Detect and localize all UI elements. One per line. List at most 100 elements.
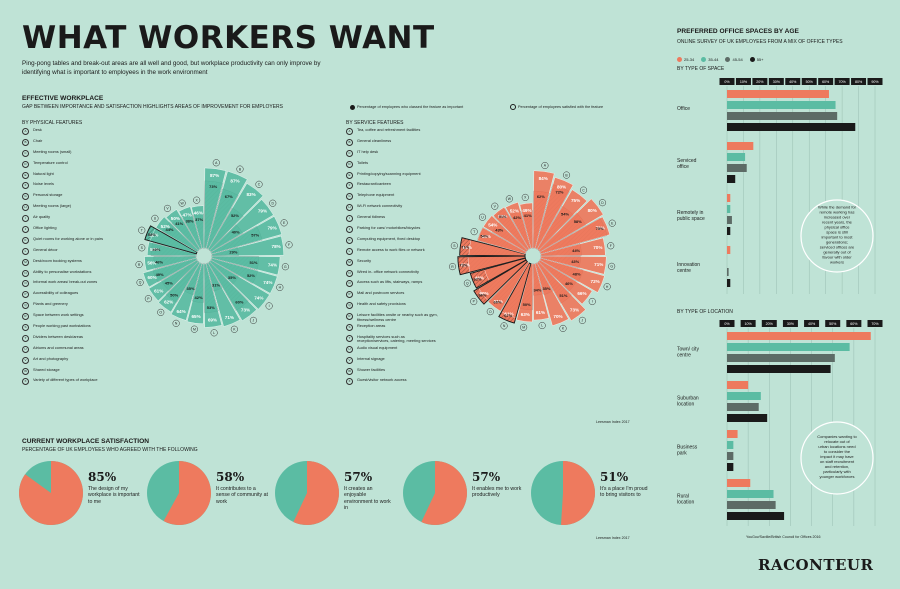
letter-circle: J [22,226,29,234]
importance-label: 50% [171,216,180,221]
bar [727,216,732,224]
satisfaction-pie [147,461,211,525]
satisfaction-item: 57% It creates an enjoyable environment t… [274,458,399,528]
tick-label: 0% [724,322,730,326]
category-circle [607,242,615,250]
importance-label: 79% [267,225,276,230]
letter-circle: S [346,324,353,332]
bar [727,112,838,120]
importance-wedge [205,170,248,250]
category-circle [190,325,198,333]
bar-category-label: Remotely in public space [677,210,705,222]
physical-feature-item: H Meeting rooms (large) [22,203,107,215]
category-circle [138,226,146,234]
category-letter: P [473,300,476,304]
satisfaction-label: 48% [573,272,581,277]
feature-label: IT help desk [357,148,379,154]
service-feature-item: M Security [346,258,438,270]
annotation-circle [800,199,874,273]
bar [727,153,746,161]
tick-label: 0% [724,80,730,84]
importance-label: 87% [230,179,239,184]
feature-label: Air quality [33,214,51,220]
letter-circle: K [346,236,353,244]
tick-label: 60% [822,80,830,84]
importance-label: 53% [150,247,159,252]
satisfaction-label: 31% [212,283,220,288]
feature-label: Informal work areas/ break-out zones [33,279,98,285]
satisfaction-outline [469,257,527,289]
age-legend-dot [677,57,682,62]
service-feature-item: J Parking for cars/ motorbikes/bicycles [346,225,438,237]
physical-radial-chart: 87% 73% A 87% 67% B 83% 52% C 79% 40% D 79% 57% E 78% 29… [135,159,293,337]
legend-important: Percentage of employees who classed the … [350,104,463,110]
bar [727,90,829,98]
age-legend-item: 45-54 [725,57,743,62]
letter-circle: B [346,138,353,146]
satisfaction-label: 60% [235,300,243,305]
tick-label: 90% [871,80,879,84]
satisfaction-label: 57% [251,232,259,237]
annotation-text: Companies wanting to relocate out of urban… [817,434,857,479]
category-letter: T [473,230,475,234]
letter-circle: H [346,204,353,212]
importance-wedge [165,209,201,251]
age-legend: 25-34 35-44 45-54 55+ [677,49,771,67]
category-circle [210,329,218,337]
satisfaction-pie [531,461,595,525]
importance-label: 61% [463,245,472,250]
satisfaction-label: 45% [165,281,173,286]
age-legend-item: 55+ [749,57,764,62]
satisfaction-label: 50% [523,302,531,307]
feature-label: Internal signage [357,355,385,361]
letter-circle: W [22,367,29,375]
letter-circle: T [346,334,353,342]
importance-label: 56% [147,260,156,265]
physical-feature-item: B Chair [22,138,107,150]
satisfaction-label: 46% [565,281,573,286]
satisfaction-label: 35% [542,286,550,291]
feature-label: Noise levels [33,181,54,187]
category-circle [157,308,165,316]
physical-feature-item: S People working past workstations [22,323,107,335]
feature-label: Guest/visitor network access [357,377,407,383]
service-feature-item: V Internal signage [346,355,438,368]
pie-slice [560,461,595,525]
importance-label: 72% [591,279,600,284]
importance-wedge [539,216,611,255]
category-letter: W [508,197,512,201]
category-circle [520,323,528,331]
importance-label: 80% [588,208,597,213]
importance-wedge [211,255,281,276]
page-title: WHAT WORKERS WANT [22,20,435,56]
importance-label: 75% [571,198,580,203]
satisfaction-label: 49% [152,247,160,252]
satisfaction-label: 41% [175,221,183,226]
bar [727,354,835,362]
category-letter: D [272,201,275,205]
importance-label: 65% [191,314,200,319]
bar [727,205,731,213]
age-legend-label: 25-34 [684,57,695,62]
category-letter: S [141,246,144,250]
service-feature-item: H Wi-Fi network connectivity [346,203,438,215]
bar [727,403,759,411]
feature-label: Health and safety provisions [357,301,406,307]
satisfaction-item: 58% It contributes to a sense of communit… [146,458,271,528]
letter-circle: M [346,258,353,266]
importance-label: 66% [577,291,586,296]
satisfaction-label: 43% [495,228,503,233]
physical-feature-item: D Temperature control [22,160,107,172]
importance-wedge [210,216,282,255]
importance-wedge [207,261,257,321]
category-letter: A [544,164,547,168]
category-letter: K [233,327,236,331]
tick-label: 80% [855,80,863,84]
feature-label: Printing/copying/scanning equipment [357,170,421,176]
letter-circle: J [346,226,353,234]
bar [727,392,761,400]
tick-box [782,320,798,327]
tick-box [867,320,883,327]
physical-feature-item: O Informal work areas/ break-out zones [22,280,107,291]
importance-label: 52% [149,233,158,238]
